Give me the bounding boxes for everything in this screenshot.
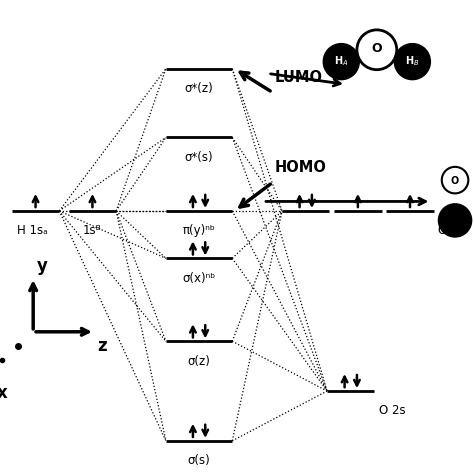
Circle shape	[357, 30, 397, 70]
Circle shape	[394, 44, 430, 80]
Text: O 2s: O 2s	[379, 404, 406, 417]
Text: π(y)ⁿᵇ: π(y)ⁿᵇ	[182, 224, 216, 237]
Text: H$_B$: H$_B$	[405, 54, 419, 68]
Text: σ*(z): σ*(z)	[185, 82, 213, 95]
Text: H$_A$: H$_A$	[334, 54, 348, 68]
Text: σ(z): σ(z)	[188, 355, 210, 367]
Circle shape	[323, 44, 359, 80]
Text: σ(x)ⁿᵇ: σ(x)ⁿᵇ	[182, 272, 216, 284]
Circle shape	[438, 204, 472, 237]
Text: H 1sₐ: H 1sₐ	[17, 224, 47, 237]
Text: O 2p: O 2p	[438, 224, 466, 237]
Text: y: y	[37, 257, 48, 275]
Circle shape	[442, 167, 468, 193]
Text: HOMO: HOMO	[275, 160, 327, 175]
Text: x: x	[0, 384, 8, 402]
Text: σ(s): σ(s)	[188, 454, 210, 467]
Text: 1sᴮ: 1sᴮ	[83, 224, 102, 237]
Text: O: O	[372, 42, 382, 55]
Text: LUMO: LUMO	[275, 70, 323, 85]
Text: z: z	[97, 337, 107, 355]
Text: O: O	[451, 176, 459, 186]
Text: σ*(s): σ*(s)	[185, 151, 213, 164]
